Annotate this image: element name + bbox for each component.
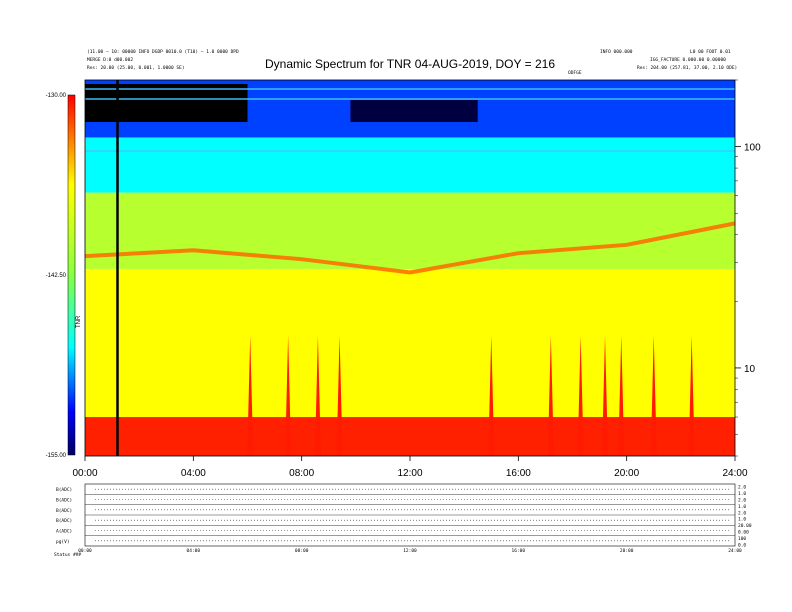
spectrum-burst-6	[577, 335, 584, 456]
panel-right-tick-3: 1.0	[738, 504, 746, 510]
header-right-line2: IGG_FACTURE 0.000.00 0.00000	[650, 57, 726, 63]
spectrum-burst-2	[314, 335, 321, 456]
panel-right-tick-0: 2.0	[738, 485, 746, 491]
panel-right-tick-8: 100	[738, 536, 746, 542]
spectrum-burst-7	[602, 335, 608, 456]
colorbar-tick-label-0: -130.00	[46, 93, 67, 99]
panel-right-tick-4: 2.0	[738, 510, 746, 516]
x-tick-label-1: 04:00	[181, 468, 206, 479]
spectrum-layer-1	[85, 268, 735, 418]
spectrum-burst-1	[285, 335, 292, 456]
spectrum-layer-2	[85, 192, 735, 269]
spectrum-emission-lane	[84, 221, 736, 275]
panel-label-2: B(ADC)	[56, 508, 72, 514]
colorbar-tick-label-1: -142.50	[46, 273, 67, 279]
panel-x-tick-5: 20:00	[620, 548, 634, 554]
x-tick-label-3: 12:00	[397, 468, 422, 479]
spectrum-burst-8	[618, 335, 625, 456]
header-left-line3: Res: 20.00 (25.00, 0.001, 1.0000 SE)	[87, 65, 185, 71]
spectrum-stripe-2	[85, 150, 735, 152]
spectrum-layer-3	[85, 137, 735, 193]
chart-title: Dynamic Spectrum for TNR 04-AUG-2019, DO…	[265, 57, 555, 71]
panel-right-tick-1: 1.0	[738, 491, 746, 497]
colorbar-ticks: -130.00 -142.50 -155.00	[46, 93, 67, 459]
spectrum-burst-0	[247, 335, 254, 456]
panel-label-0: B(ADC)	[56, 487, 72, 493]
panel-right-tick-5: 1.0	[738, 517, 746, 523]
header-right-line3: Res: 204.00 (257.81, 37.00, 2.10 ODE)	[637, 65, 737, 71]
spectrum-layer-0	[85, 417, 735, 456]
housekeeping-panels: B(ADC)B(ADC)B(ADC)B(ADC)A(ADC)pg(V)2.01.…	[56, 483, 752, 554]
spectrum-burst-9	[650, 335, 657, 456]
spectrum-burst-3	[336, 335, 343, 456]
spectrum-dark-region-early	[85, 84, 248, 122]
colorbar	[67, 94, 76, 456]
panel-right-tick-6: 20.00	[738, 523, 752, 529]
header-left-line2: MERGE D:0 d00.002	[87, 57, 133, 63]
header-left-line1: (11.00 – 10: 00000 INFO DGDP 0010.0 (T10…	[87, 49, 239, 55]
footer-status: Status ###	[54, 552, 81, 558]
panel-x-tick-2: 08:00	[295, 548, 309, 554]
y-tick-label-0: 10	[744, 364, 756, 375]
header-right-top-a: INFO 000.000	[600, 49, 633, 55]
y-tick-label-1: 100	[744, 143, 761, 154]
panel-right-tick-7: 0.00	[738, 530, 749, 536]
spectrum-burst-4	[488, 335, 495, 456]
panel-label-4: A(ADC)	[56, 529, 72, 535]
x-tick-label-6: 24:00	[722, 468, 747, 479]
panel-x-tick-1: 04:00	[187, 548, 201, 554]
x-tick-label-2: 08:00	[289, 468, 314, 479]
x-tick-label-0: 00:00	[72, 468, 97, 479]
header-right-top-b: L0 00 FOOT 0.01	[690, 49, 731, 55]
panel-right-tick-9: 0.0	[738, 543, 746, 549]
spectrum-dark-region-mid	[350, 100, 478, 122]
colorbar-label: TNR	[76, 315, 82, 328]
panel-x-tick-3: 12:00	[403, 548, 417, 554]
x-axis-ticks: 00:00 04:00 08:00 12:00 16:00 20:00 24:00	[72, 456, 748, 479]
panel-x-tick-6: 24:00	[728, 548, 742, 554]
panel-label-5: pg(V)	[56, 539, 70, 545]
x-tick-label-5: 20:00	[614, 468, 639, 479]
header-mid-tag: ODFGE	[568, 70, 582, 76]
spectrum-burst-10	[688, 335, 695, 456]
panel-label-1: B(ADC)	[56, 498, 72, 504]
panel-label-3: B(ADC)	[56, 518, 72, 524]
colorbar-tick-label-2: -155.00	[46, 453, 67, 459]
spectrogram	[84, 80, 736, 456]
panel-x-tick-4: 16:00	[512, 548, 526, 554]
spectrum-stripe-0	[85, 88, 735, 90]
panel-right-tick-2: 2.0	[738, 497, 746, 503]
panel-x-tick-0: 00:00	[78, 548, 92, 554]
spectrum-stripe-1	[85, 98, 735, 100]
y-axis-ticks: 10 100	[735, 79, 761, 457]
spectrum-burst-5	[547, 335, 554, 456]
x-tick-label-4: 16:00	[506, 468, 531, 479]
